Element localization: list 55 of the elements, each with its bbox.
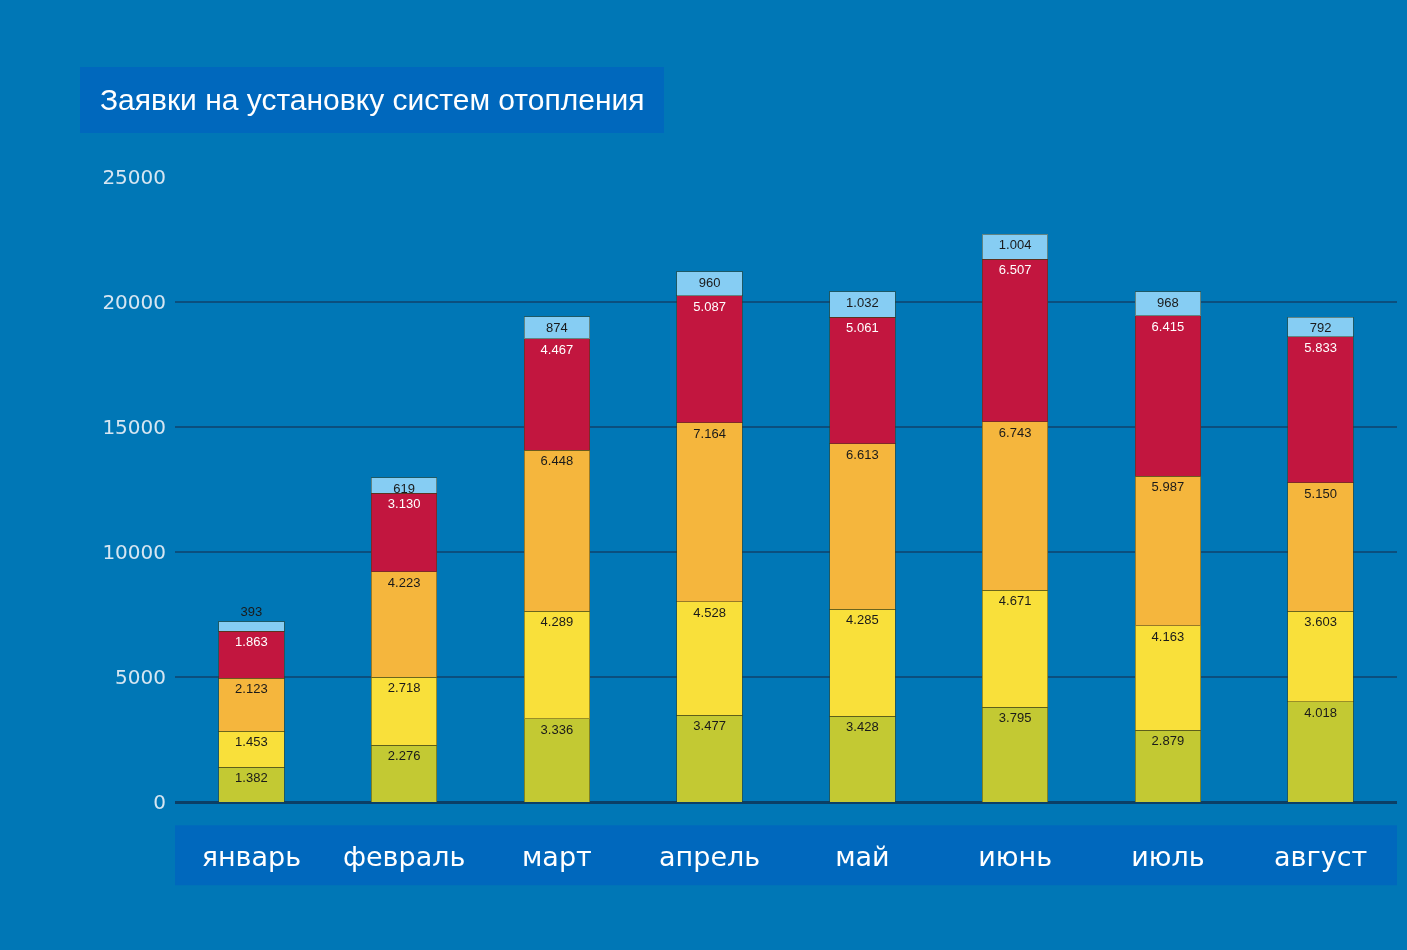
data-label: 4.467 [540, 341, 574, 357]
data-label: 6.507 [998, 262, 1032, 278]
data-label: 5.150 [1304, 485, 1337, 501]
data-label: 6.415 [1151, 318, 1185, 334]
y-tick-label: 15000 [102, 415, 166, 439]
data-label: 792 [1309, 320, 1332, 336]
x-tick-label: апрель [659, 841, 761, 872]
data-label: 4.528 [693, 604, 726, 620]
data-label: 5.987 [1151, 479, 1185, 495]
data-label: 1.004 [998, 237, 1032, 252]
data-label: 7.164 [693, 425, 726, 441]
data-label: 5.833 [1304, 339, 1337, 355]
data-label: 6.613 [846, 446, 879, 462]
data-label: 1.453 [235, 734, 268, 750]
data-label: 4.223 [387, 574, 421, 590]
chart-title: Заявки на установку систем отопления [80, 67, 665, 133]
data-label: 5.087 [693, 298, 726, 314]
x-tick-label: июнь [978, 841, 1053, 872]
data-label: 4.289 [540, 614, 574, 630]
data-label: 4.018 [1304, 704, 1337, 720]
data-label: 3.336 [540, 721, 574, 737]
data-label: 2.123 [235, 681, 268, 697]
y-tick-label: 25000 [102, 165, 166, 189]
x-tick-label: январь [201, 841, 302, 872]
y-tick-label: 0 [153, 790, 166, 814]
data-label: 960 [698, 274, 721, 290]
data-label: 968 [1157, 294, 1179, 310]
data-label: 3.795 [998, 710, 1032, 726]
y-tick-label: 5000 [115, 665, 166, 689]
x-tick-label: июль [1131, 841, 1205, 872]
data-label: 4.285 [846, 612, 879, 628]
data-label: 2.276 [387, 748, 421, 764]
data-label: 3.603 [1304, 614, 1337, 630]
data-label: 393 [240, 603, 263, 619]
data-label: 1.382 [235, 770, 268, 786]
data-label: 3.130 [387, 496, 421, 512]
data-label: 874 [546, 319, 568, 335]
y-tick-label: 20000 [102, 290, 166, 314]
data-label: 1.032 [846, 294, 879, 310]
x-tick-label: май [835, 841, 890, 872]
data-label: 5.061 [846, 320, 879, 336]
data-label: 2.879 [1151, 733, 1185, 749]
data-label: 3.477 [693, 718, 726, 734]
data-label: 6.448 [540, 453, 574, 469]
data-label: 3.428 [846, 719, 879, 735]
y-tick-label: 10000 [102, 540, 166, 564]
data-label: 619 [393, 480, 415, 496]
data-label: 1.863 [235, 634, 268, 650]
x-tick-label: февраль [342, 841, 466, 872]
data-label: 2.718 [387, 680, 421, 696]
data-label: 4.163 [1151, 628, 1185, 644]
data-label: 6.743 [998, 424, 1032, 440]
x-tick-label: август [1274, 841, 1368, 872]
data-label: 4.671 [998, 593, 1032, 609]
x-tick-label: март [521, 841, 592, 872]
